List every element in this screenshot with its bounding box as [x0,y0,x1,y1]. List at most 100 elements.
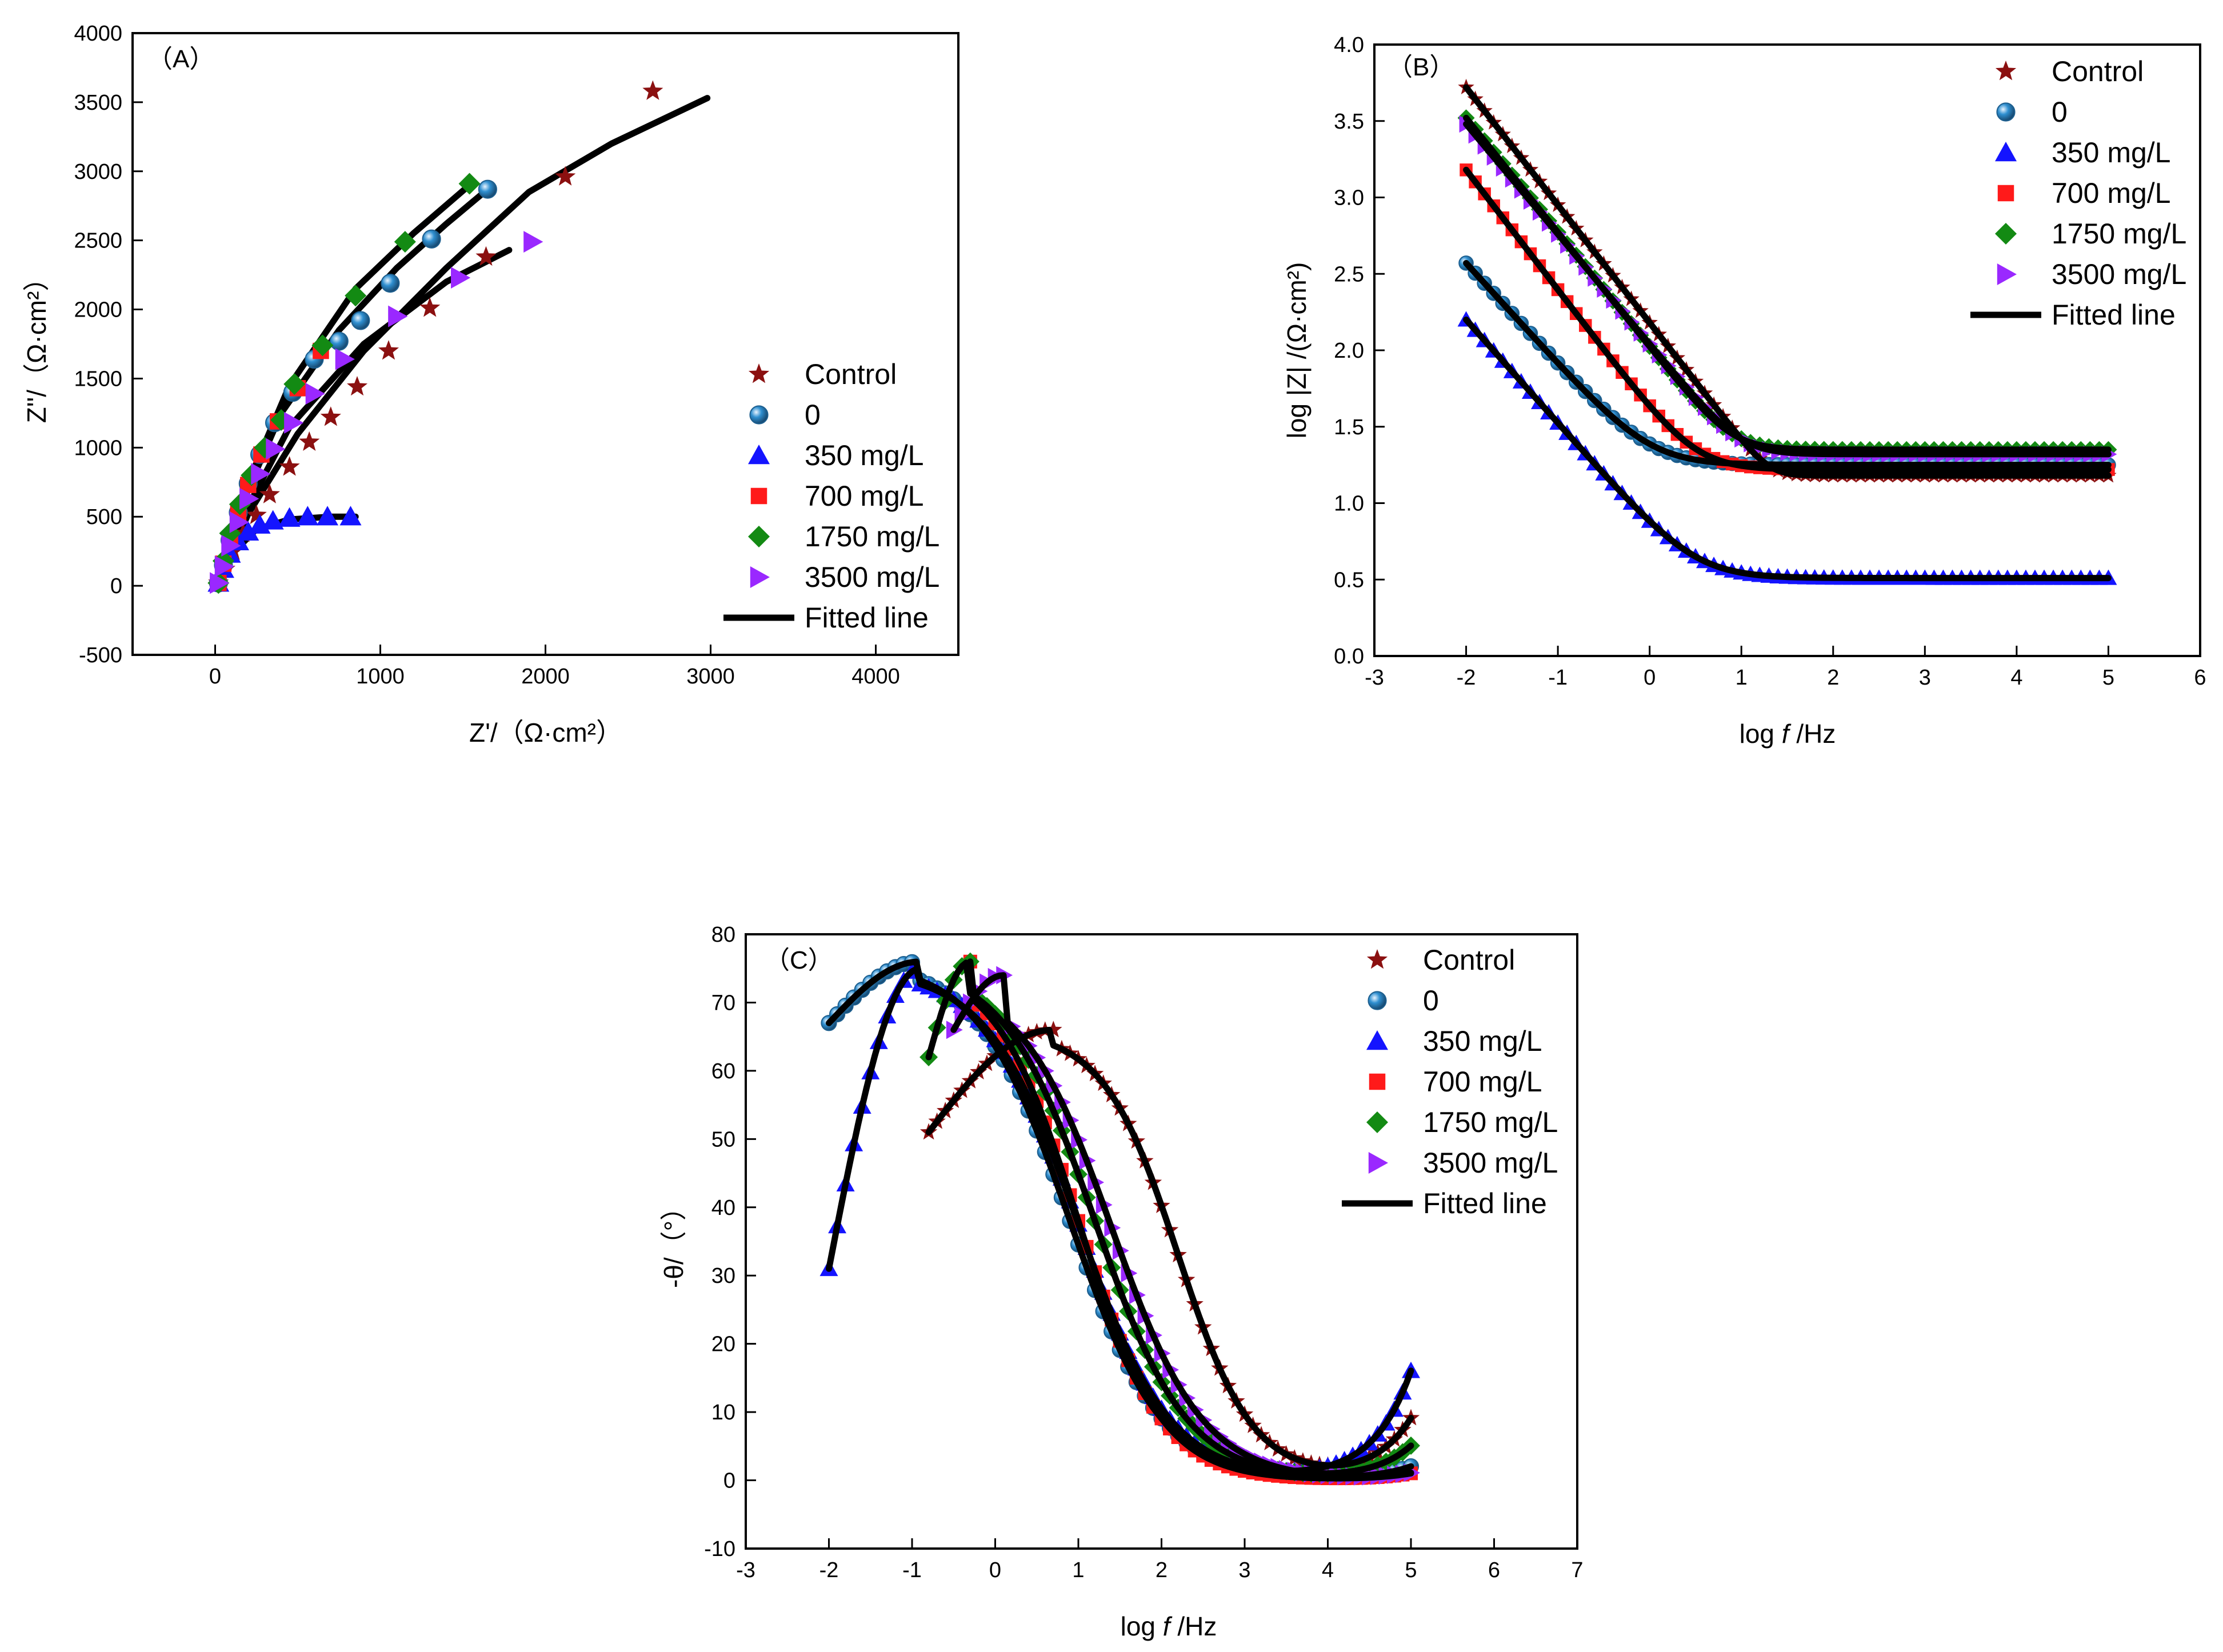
data-point-control [1045,1021,1062,1038]
fitted-line-0 [826,958,1414,1481]
fitted-line-3500-mg-l [950,972,1414,1480]
data-point-0 [351,311,370,330]
data-point-350-mg-l [237,521,259,541]
data-point-control [246,504,267,525]
x-tick-label: 5 [1405,1558,1417,1582]
x-tick-label: -2 [819,1558,839,1582]
panel-b-x-title-suffix: /Hz [1789,719,1836,749]
y-tick-label: 3.5 [1334,110,1364,134]
data-point-3500-mg-l [335,348,355,370]
x-tick-label: 2 [1156,1558,1168,1582]
data-point-3500-mg-l [221,534,241,557]
legend-marker-350-mg-l [1995,142,2017,162]
legend-marker-control [748,363,770,383]
legend-label-1750-mg-l: 1750 mg/L [2052,218,2186,250]
data-point-control [279,456,300,476]
data-point-control [378,340,399,360]
y-tick-label: 40 [711,1196,735,1220]
panel-a-label: （A） [147,45,214,73]
data-point-0 [381,274,400,293]
y-tick-label: 1000 [74,436,122,460]
panel-b-label: （B） [1388,53,1454,81]
panel-b-x-axis-title: log f /Hz [1740,719,1836,749]
y-tick-label: -500 [79,643,122,667]
panel-c-x-title-prefix: log [1121,1611,1163,1641]
legend-marker-control [1366,949,1388,969]
fitted-line-3500-mg-l [1463,121,2112,458]
x-tick-label: 5 [2102,666,2114,690]
x-tick-label: -1 [902,1558,922,1582]
panel-a-x-ticks: 0 1000 2000 3000 4000 [209,645,900,689]
data-point-0 [422,229,441,249]
x-tick-label: 6 [1488,1558,1500,1582]
data-point-control [259,483,280,503]
legend-marker-3500-mg-l [1368,1152,1388,1174]
x-tick-label: 1 [1736,666,1748,690]
x-tick-label: 7 [1571,1558,1583,1582]
y-tick-label: 70 [711,991,735,1015]
panel-b-bode-modulus: （B） -3 -2 -1 0 1 2 3 4 5 6 0.0 0.5 1.0 1.5 2.0 2.5 3.0 3… [1282,33,2206,749]
data-point-control [475,246,497,266]
y-tick-label: -10 [704,1537,735,1561]
panel-b-x-ticks: -3 -2 -1 0 1 2 3 4 5 6 [1365,646,2206,690]
y-tick-label: 2.5 [1334,262,1364,286]
legend-marker-0 [1368,991,1387,1010]
panel-c-label: （C） [765,946,833,974]
data-point-control [299,431,320,451]
data-point-control [320,406,341,426]
data-point-control [642,80,663,100]
panel-c-x-title-f: f [1163,1611,1173,1641]
panel-b-x-title-f: f [1782,719,1792,749]
panel-c-fitted-lines [826,958,1414,1482]
x-tick-label: -3 [1365,666,1384,690]
y-tick-label: 3500 [74,91,122,115]
panel-c-bode-phase: （C） -3 -2 -1 0 1 2 3 4 5 6 7 -1001020304050607080 … [659,923,1584,1641]
fitted-line-350-mg-l [826,966,1414,1474]
fitted-line-control [215,95,711,586]
x-tick-label: 0 [1644,666,1656,690]
data-point-control [419,297,441,317]
x-tick-label: 4 [2010,666,2022,690]
panel-b-y-axis-title: log |Z| /(Ω·cm²) [1282,262,1312,439]
legend-marker-1750-mg-l [748,526,770,547]
data-point-3500-mg-l [305,383,325,405]
legend-label-control: Control [805,358,897,390]
legend-marker-350-mg-l [748,445,770,465]
legend-label-control: Control [1423,944,1515,976]
legend-label-700-mg-l: 700 mg/L [2052,177,2170,209]
y-tick-label: 0 [110,574,122,598]
x-tick-label: 0 [209,665,221,689]
x-tick-label: 2000 [521,665,570,689]
legend-marker-3500-mg-l [750,566,770,588]
legend-label-1750-mg-l: 1750 mg/L [1423,1106,1558,1138]
data-point-350-mg-l [297,506,319,526]
x-tick-label: -2 [1457,666,1476,690]
panel-a-nyquist: （A） 0 1000 2000 3000 4000 -500 0 500 1000 1500 20… [22,22,959,747]
legend-label-control: Control [2052,55,2144,87]
x-tick-label: 3000 [686,665,735,689]
y-tick-label: 0.0 [1334,645,1364,669]
fitted-line-control [1463,84,2112,479]
legend-label-350-mg-l: 350 mg/L [805,439,923,471]
data-point-1750-mg-l [345,285,367,307]
panel-a-fitted-lines [215,95,711,586]
data-point-3500-mg-l [239,487,259,510]
panel-a-data-points [207,80,663,594]
panel-a-y-ticks: -500 0 500 1000 1500 2000 2500 3000 3500 4000 [74,22,143,667]
y-tick-label: 4000 [74,22,122,46]
y-tick-label: 3000 [74,160,122,184]
legend-marker-1750-mg-l [1995,223,2017,245]
data-point-3500-mg-l [523,231,543,253]
y-tick-label: 1.5 [1334,415,1364,439]
legend-label-0: 0 [2052,96,2068,128]
data-point-3500-mg-l [229,511,249,533]
panel-b-x-title-prefix: log [1740,719,1782,749]
legend-label-0: 0 [805,399,821,431]
panel-b-data-points [1457,78,2117,585]
x-tick-label: 4000 [851,665,900,689]
legend-marker-control [1995,61,2017,81]
data-point-0 [478,179,497,199]
x-tick-label: 3 [1238,1558,1250,1582]
fitted-line-0 [1463,260,2112,469]
